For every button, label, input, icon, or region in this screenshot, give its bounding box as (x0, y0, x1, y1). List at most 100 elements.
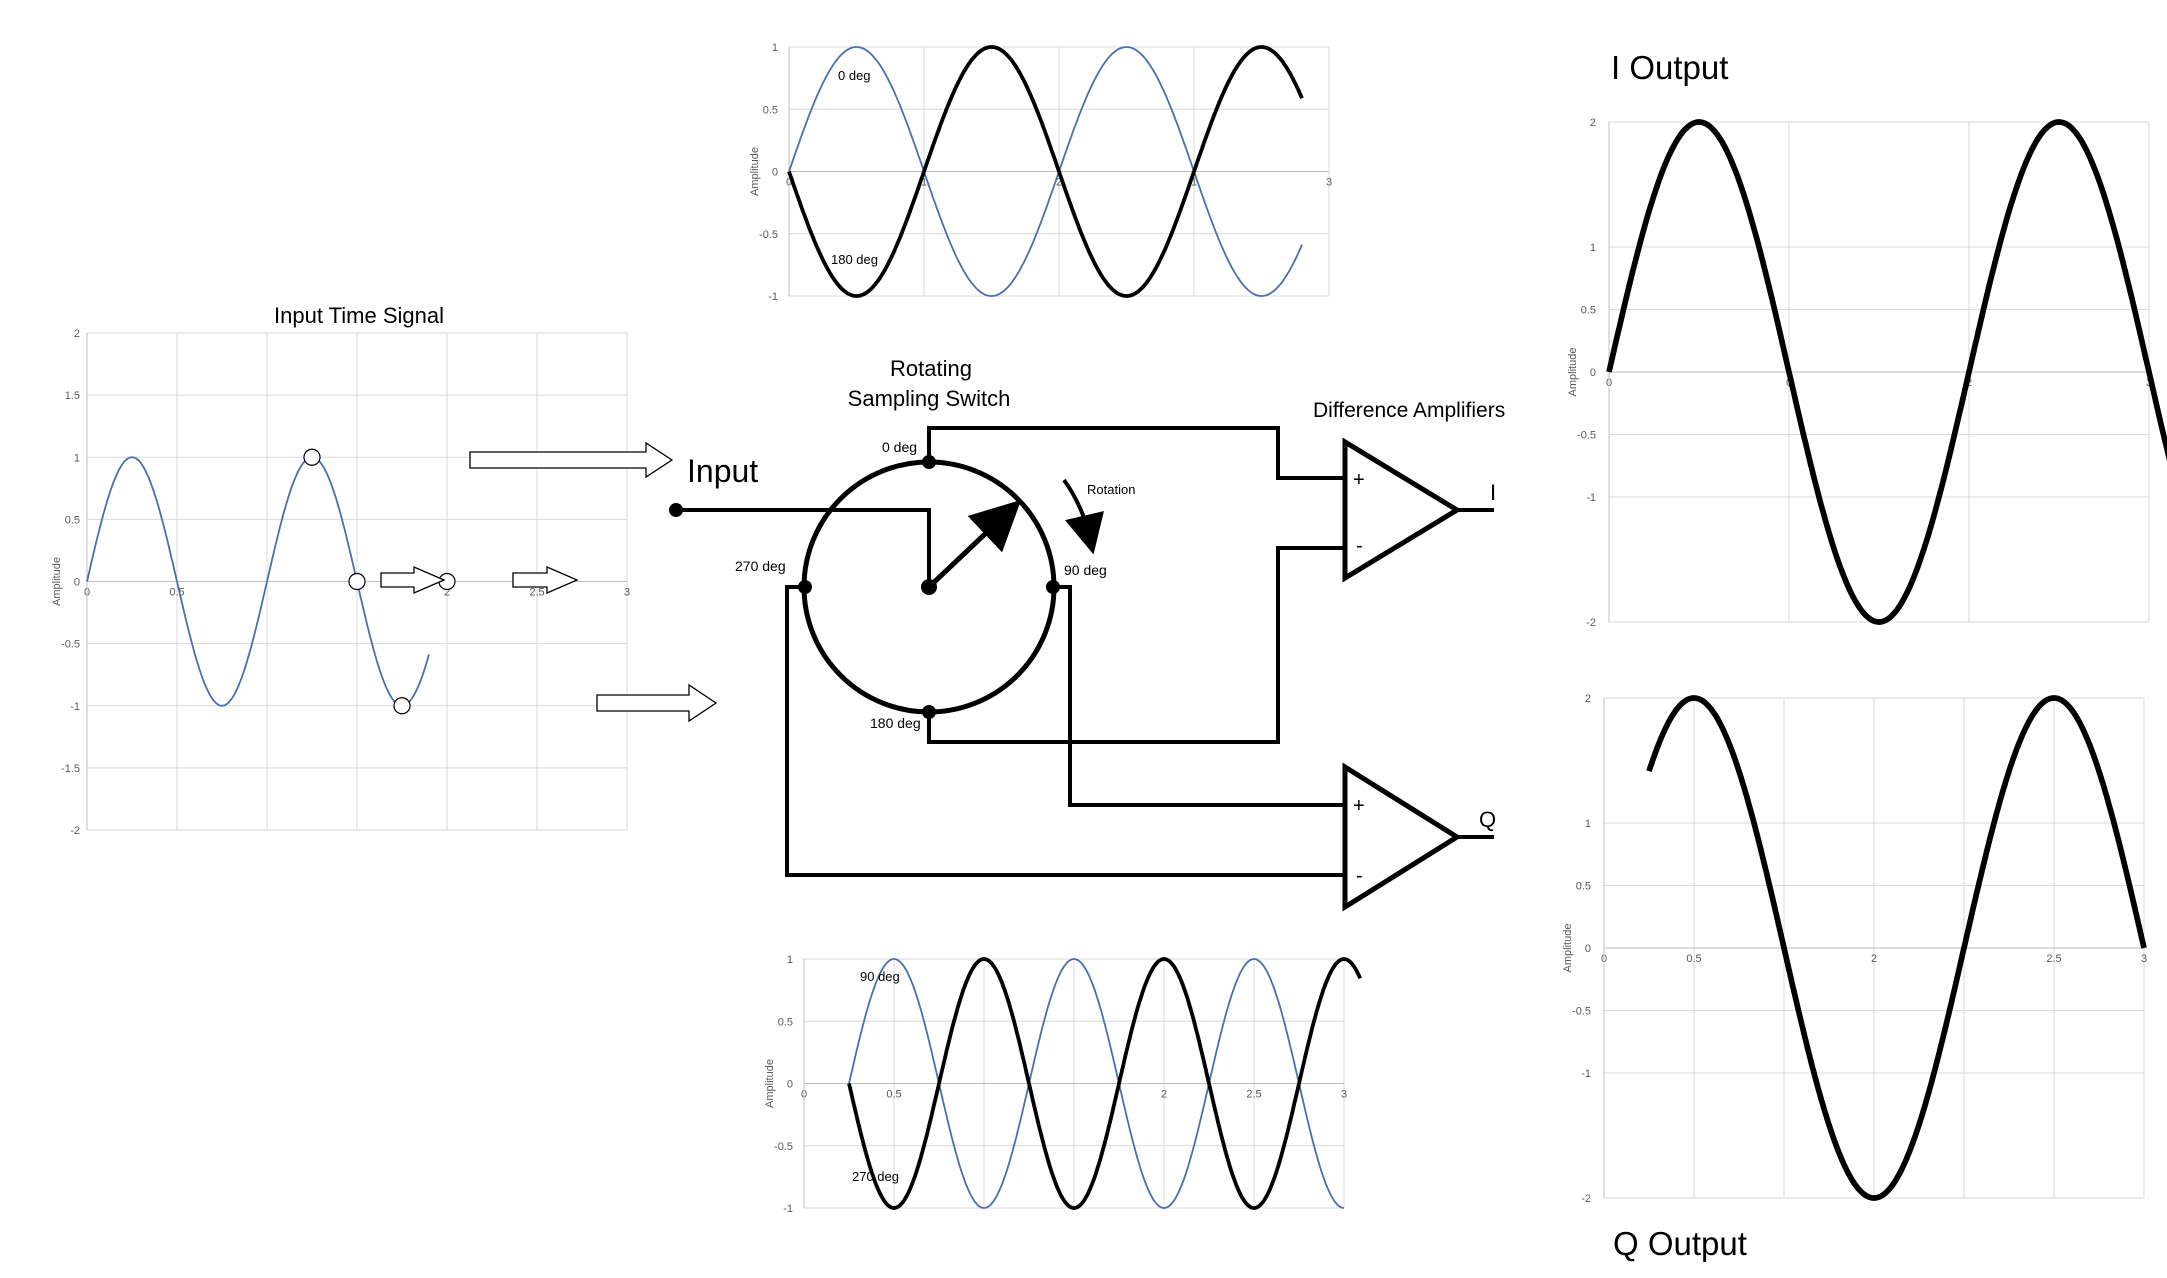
y-tick-label: 1 (74, 452, 80, 464)
y-tick-label: 0.5 (65, 514, 80, 526)
y-tick-label: -0.5 (759, 229, 778, 241)
i-output-title: I Output (1611, 49, 1728, 86)
y-tick-label: 1 (787, 954, 793, 966)
pos-0-label: 0 deg (882, 439, 917, 455)
switch-title-line1: Rotating (890, 356, 972, 381)
y-tick-label: 0.5 (1576, 881, 1591, 893)
input-label: Input (687, 453, 758, 489)
y-tick-label: 0.5 (1581, 305, 1596, 317)
amp-q-output-label: Q (1479, 807, 1496, 832)
amp-i-minus: - (1356, 535, 1363, 557)
y-tick-label: 0.5 (778, 1016, 793, 1028)
y-tick-label: -0.5 (1577, 430, 1596, 442)
x-tick-label: 2.5 (1246, 1089, 1261, 1101)
x-tick-label: 2.5 (2046, 953, 2061, 965)
y-tick-label: -1 (70, 701, 80, 713)
y-axis-title: Amplitude (764, 1059, 776, 1108)
wire-180-to-i-minus (927, 546, 1345, 744)
y-tick-label: 0 (1590, 367, 1596, 379)
series-label: 90 deg (860, 969, 900, 984)
sample-marker (303, 448, 321, 466)
amp-i-output-label: I (1490, 480, 1496, 505)
y-tick-label: -2 (1586, 617, 1596, 629)
y-tick-label: 1.5 (65, 390, 80, 402)
series-label: 270 deg (852, 1169, 899, 1184)
x-tick-label: 3 (1341, 1089, 1347, 1101)
y-tick-label: 1 (1585, 818, 1591, 830)
arrow-small-1 (380, 566, 446, 594)
x-tick-label: 0.5 (169, 587, 184, 599)
y-tick-label: -0.5 (61, 639, 80, 651)
wire-90-to-q-plus (1053, 585, 1345, 807)
y-tick-label: 1 (1590, 242, 1596, 254)
series-label: 0 deg (838, 68, 871, 83)
arrow-to-input (469, 441, 674, 479)
y-tick-label: -1 (768, 291, 778, 303)
arrow-small-2 (512, 566, 579, 594)
sampling-switch (669, 426, 1494, 912)
pos-270-label: 270 deg (735, 558, 786, 574)
y-axis-title: Amplitude (1567, 348, 1579, 397)
pos-180-label: 180 deg (870, 715, 921, 731)
y-tick-label: -2 (1581, 1193, 1591, 1205)
x-tick-label: 3 (624, 587, 630, 599)
input-terminal (669, 503, 683, 517)
rotor-arm (927, 499, 1022, 589)
amp-q-plus: + (1353, 795, 1365, 817)
series-line (86, 456, 430, 707)
switch-title-line2: Sampling Switch (848, 386, 1011, 411)
amp-q-triangle (1342, 762, 1462, 912)
hollow-arrows (380, 441, 718, 723)
y-tick-label: 0.5 (763, 104, 778, 116)
sample-marker (348, 572, 366, 591)
y-tick-label: -1 (1581, 1068, 1591, 1080)
rotation-arrow (1062, 478, 1104, 555)
series-line (848, 958, 1345, 1209)
amp-q-minus: - (1356, 865, 1363, 887)
x-tick-label: 2 (1871, 953, 1877, 965)
y-tick-label: -0.5 (1572, 1006, 1591, 1018)
input-chart-title: Input Time Signal (274, 303, 444, 328)
x-tick-label: 0.5 (886, 1089, 901, 1101)
x-tick-label: 2 (1161, 1089, 1167, 1101)
series-line (1606, 119, 2167, 625)
y-tick-label: -1.5 (61, 763, 80, 775)
input-wire (676, 508, 931, 587)
y-tick-label: 2 (74, 328, 80, 340)
series-line (788, 46, 1303, 297)
q-output-title: Q Output (1613, 1225, 1747, 1262)
x-tick-label: 2.5 (529, 587, 544, 599)
y-axis-title: Amplitude (749, 147, 761, 196)
series-line (847, 957, 1362, 1210)
wire-0-to-i-plus (927, 426, 1345, 480)
y-axis-title: Amplitude (1562, 924, 1574, 973)
y-tick-label: 2 (1590, 117, 1596, 129)
y-axis-title: Amplitude (51, 557, 63, 606)
x-tick-label: 1 (1191, 177, 1197, 189)
y-tick-label: -1 (1586, 492, 1596, 504)
arrow-lower (596, 683, 718, 723)
y-tick-label: -0.5 (774, 1141, 793, 1153)
rotation-label: Rotation (1087, 482, 1135, 497)
series-line (787, 45, 1304, 298)
y-tick-label: 0 (74, 577, 80, 589)
y-tick-label: 0 (1585, 943, 1591, 955)
amplifiers-title: Difference Amplifiers (1313, 399, 1505, 422)
y-tick-label: 1 (772, 42, 778, 54)
x-tick-label: 1 (921, 177, 927, 189)
y-tick-label: 2 (1585, 693, 1591, 705)
x-tick-label: 3 (2141, 953, 2147, 965)
y-tick-label: -1 (783, 1203, 793, 1215)
amp-i-triangle (1342, 437, 1462, 583)
y-tick-label: 0 (787, 1079, 793, 1091)
x-tick-label: 2 (1056, 177, 1062, 189)
sample-marker (393, 697, 411, 715)
wire-270-to-q-minus (785, 585, 1345, 877)
switch-labels: Rotating Sampling Switch Input 0 deg 90 … (687, 356, 1505, 887)
